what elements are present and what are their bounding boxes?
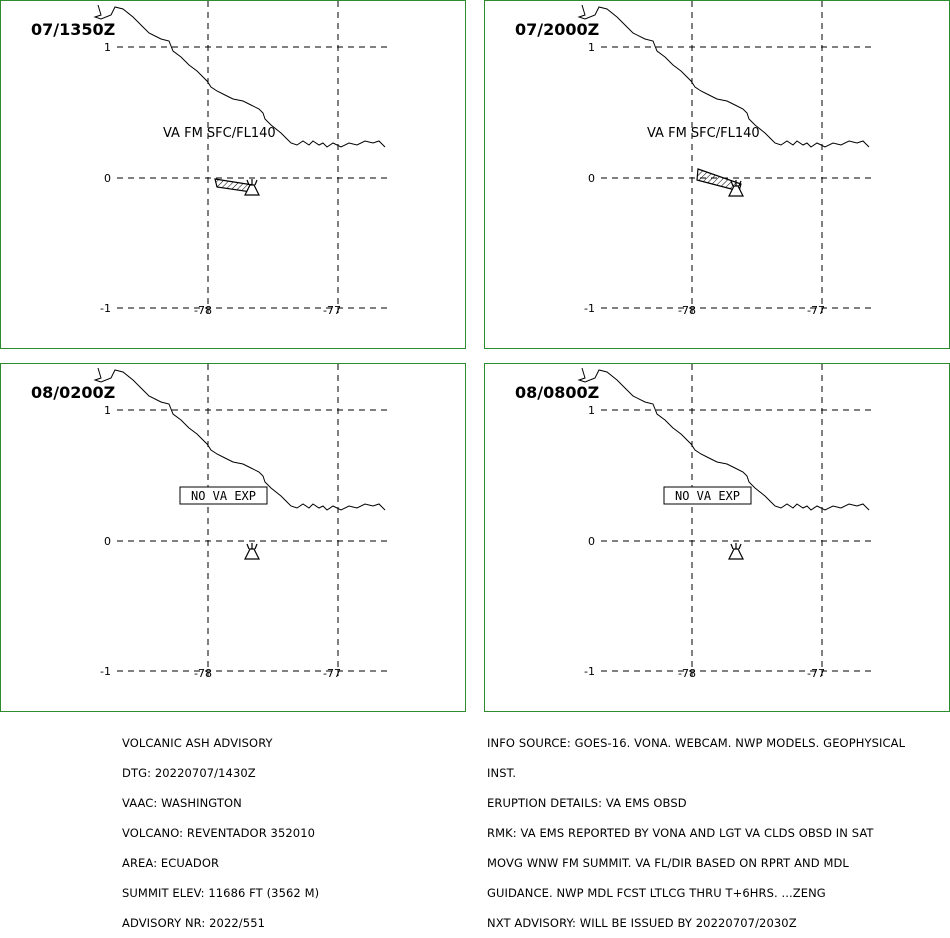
latitude-label: 0 <box>588 535 595 548</box>
advisory-line: DTG: 20220707/1430Z <box>122 766 256 780</box>
latitude-label: -1 <box>584 665 595 678</box>
latitude-label: -1 <box>100 665 111 678</box>
advisory-line: INST. <box>487 766 517 780</box>
va-level-label: VA FM SFC/FL140 <box>647 126 760 141</box>
longitude-label: -78 <box>678 667 696 680</box>
coastline <box>93 4 386 148</box>
volcano-icon <box>244 179 260 196</box>
advisory-line: ERUPTION DETAILS: VA EMS OBSD <box>487 796 687 810</box>
latitude-label: 0 <box>588 172 595 185</box>
latitude-label: 1 <box>104 41 111 54</box>
coastline <box>577 367 870 511</box>
no-va-label: NO VA EXP <box>675 489 740 503</box>
advisory-line: ADVISORY NR: 2022/551 <box>122 916 266 930</box>
longitude-label: -78 <box>194 667 212 680</box>
latitude-label: 1 <box>588 41 595 54</box>
forecast-time-label: 07/2000Z <box>515 20 599 39</box>
advisory-right-text: INFO SOURCE: GOES-16. VONA. WEBCAM. NWP … <box>487 718 905 938</box>
va-level-label: VA FM SFC/FL140 <box>163 126 276 141</box>
advisory-line: AREA: ECUADOR <box>122 856 220 870</box>
advisory-line: VAAC: WASHINGTON <box>122 796 242 810</box>
longitude-label: -77 <box>323 304 341 317</box>
no-va-box <box>179 486 268 505</box>
volcano-icon <box>728 543 744 560</box>
forecast-panel-3: 1 0 -1 -78 -77 08/0800Z NO VA EXP <box>484 363 950 712</box>
volcano-icon <box>244 543 260 560</box>
latitude-label: 1 <box>588 404 595 417</box>
advisory-line: INFO SOURCE: GOES-16. VONA. WEBCAM. NWP … <box>487 736 906 750</box>
forecast-panel-1: 1 0 -1 -78 -77 07/2000Z VA FM SFC/FL140 <box>484 0 950 349</box>
no-va-label: NO VA EXP <box>191 489 256 503</box>
coastline <box>577 4 870 148</box>
volcano-icon <box>728 180 744 197</box>
latitude-label: -1 <box>584 302 595 315</box>
advisory-line: VOLCANO: REVENTADOR 352010 <box>122 826 316 840</box>
advisory-line: VOLCANIC ASH ADVISORY <box>122 736 273 750</box>
forecast-panel-2: 1 0 -1 -78 -77 08/0200Z NO VA EXP <box>0 363 466 712</box>
advisory-left-text: VOLCANIC ASH ADVISORY DTG: 20220707/1430… <box>122 718 319 938</box>
longitude-label: -77 <box>807 304 825 317</box>
longitude-label: -78 <box>678 304 696 317</box>
latitude-label: 1 <box>104 404 111 417</box>
advisory-line: RMK: VA EMS REPORTED BY VONA AND LGT VA … <box>487 826 874 840</box>
latitude-label: 0 <box>104 535 111 548</box>
longitude-label: -78 <box>194 304 212 317</box>
forecast-time-label: 08/0200Z <box>31 383 115 402</box>
latitude-label: 0 <box>104 172 111 185</box>
longitude-label: -77 <box>323 667 341 680</box>
advisory-line: SUMMIT ELEV: 11686 FT (3562 M) <box>122 886 320 900</box>
advisory-line: NXT ADVISORY: WILL BE ISSUED BY 20220707… <box>487 916 797 930</box>
forecast-panel-0: 1 0 -1 -78 -77 07/1350Z VA FM SFC/FL140 <box>0 0 466 349</box>
advisory-line: GUIDANCE. NWP MDL FCST LTLCG THRU T+6HRS… <box>487 886 826 900</box>
no-va-box <box>663 486 752 505</box>
coastline <box>93 367 386 511</box>
latitude-label: -1 <box>100 302 111 315</box>
forecast-time-label: 08/0800Z <box>515 383 599 402</box>
longitude-label: -77 <box>807 667 825 680</box>
forecast-time-label: 07/1350Z <box>31 20 115 39</box>
advisory-line: MOVG WNW FM SUMMIT. VA FL/DIR BASED ON R… <box>487 856 849 870</box>
